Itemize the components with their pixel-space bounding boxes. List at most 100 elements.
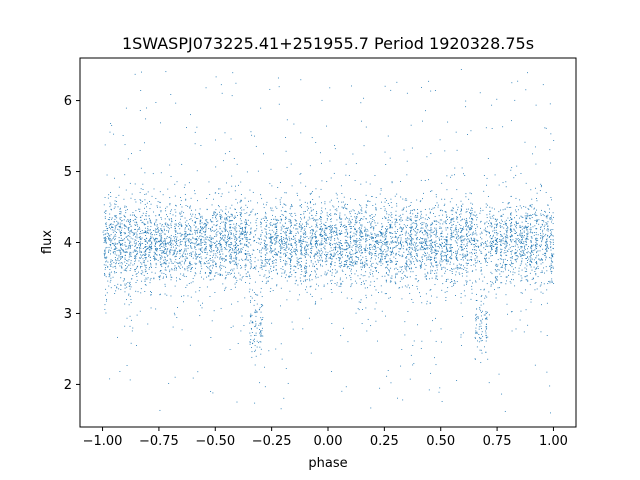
data-point (451, 268, 453, 270)
data-point (193, 242, 195, 244)
data-point (194, 245, 196, 247)
data-point (219, 275, 221, 276)
data-point (505, 252, 507, 253)
data-point (128, 235, 130, 237)
data-point (249, 214, 251, 216)
data-point (124, 270, 126, 271)
data-point (272, 260, 274, 262)
data-point (300, 227, 302, 228)
data-point (174, 183, 176, 185)
data-point (459, 267, 461, 269)
data-point (501, 255, 502, 257)
data-point (307, 209, 309, 211)
data-point (168, 224, 170, 226)
data-point (212, 217, 214, 219)
data-point (215, 218, 217, 220)
data-point (496, 219, 498, 221)
data-point (215, 139, 216, 141)
data-point (426, 218, 428, 220)
data-point (114, 225, 116, 227)
data-point (169, 251, 171, 253)
data-point (475, 314, 477, 316)
data-point (172, 240, 173, 242)
data-point (397, 261, 398, 262)
data-point (159, 271, 161, 273)
data-point (365, 263, 367, 265)
data-point (128, 293, 130, 295)
data-point (355, 218, 357, 219)
data-point (322, 265, 324, 267)
data-point (515, 224, 517, 226)
data-point (344, 224, 346, 226)
data-point (240, 200, 242, 202)
data-point (294, 251, 295, 253)
data-point (492, 244, 494, 246)
data-point (268, 262, 270, 264)
data-point (234, 286, 236, 288)
data-point (461, 228, 463, 230)
data-point (270, 250, 272, 252)
data-point (479, 233, 481, 235)
data-point (311, 271, 313, 273)
data-point (405, 238, 407, 240)
data-point (254, 326, 256, 328)
data-point (276, 240, 278, 242)
data-point (550, 267, 552, 269)
data-point (371, 263, 372, 265)
data-point (455, 253, 457, 255)
data-point (485, 260, 487, 262)
data-point (250, 200, 252, 202)
data-point (302, 227, 304, 228)
data-point (230, 256, 232, 258)
data-point (282, 269, 284, 270)
data-point (212, 392, 214, 394)
data-point (459, 267, 461, 269)
data-point (471, 259, 473, 260)
data-point (360, 299, 362, 301)
data-point (366, 264, 368, 266)
data-point (376, 278, 378, 280)
data-point (255, 315, 257, 317)
data-point (457, 209, 459, 211)
data-point (531, 198, 533, 200)
data-point (330, 289, 332, 290)
data-point (545, 191, 547, 193)
data-point (354, 213, 356, 215)
data-point (360, 230, 362, 232)
data-point (142, 248, 144, 249)
data-point (265, 270, 267, 271)
data-point (139, 110, 141, 111)
data-point (365, 307, 367, 309)
data-point (345, 207, 347, 209)
data-point (485, 259, 487, 261)
data-point (371, 233, 373, 235)
data-point (329, 201, 331, 203)
data-point (374, 252, 376, 254)
data-point (449, 263, 451, 265)
data-point (173, 250, 175, 252)
data-point (330, 262, 332, 264)
data-point (529, 263, 530, 265)
data-point (212, 221, 214, 223)
data-point (290, 271, 292, 273)
data-point (461, 235, 463, 237)
data-point (175, 259, 177, 261)
data-point (354, 222, 356, 224)
data-point (281, 272, 283, 274)
data-point (303, 236, 305, 238)
data-point (284, 262, 286, 264)
data-point (430, 235, 432, 236)
data-point (456, 250, 458, 252)
data-point (451, 224, 453, 226)
data-point (129, 242, 131, 244)
data-point (210, 229, 212, 231)
data-point (410, 262, 412, 263)
data-point (110, 196, 112, 197)
data-point (216, 272, 218, 274)
data-point (237, 202, 238, 204)
data-point (550, 270, 552, 272)
data-point (175, 205, 177, 207)
data-point (514, 241, 516, 242)
data-point (518, 267, 520, 269)
data-point (240, 213, 242, 215)
